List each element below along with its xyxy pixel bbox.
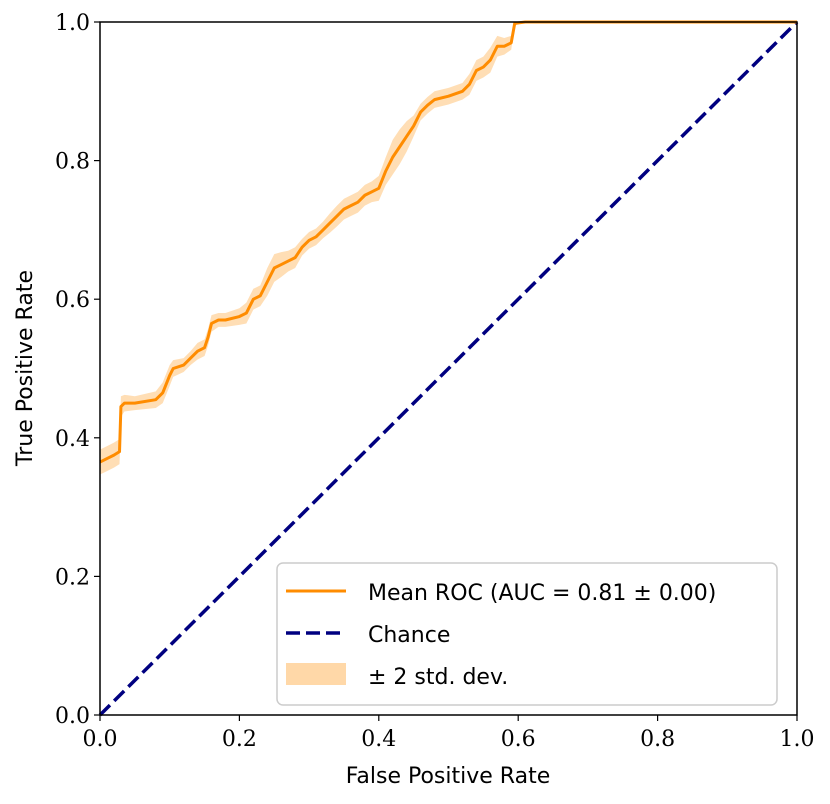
- x-tick-label: 0.4: [361, 727, 396, 752]
- legend-box: [276, 562, 778, 706]
- plot-frame: [99, 21, 798, 716]
- legend-std-label: ± 2 std. dev.: [368, 665, 508, 690]
- legend-std-swatch: [286, 663, 346, 685]
- x-tick-label: 0.6: [501, 727, 536, 752]
- std-dev-band: [100, 22, 797, 475]
- y-tick-label: 0.2: [55, 565, 90, 590]
- legend-chance-label: Chance: [368, 623, 450, 648]
- y-tick-label: 0.6: [55, 288, 90, 313]
- x-tick-label: 0.0: [83, 727, 118, 752]
- chance-line: [98, 20, 799, 717]
- y-tick-label: 1.0: [55, 11, 90, 36]
- legend: Mean ROC (AUC = 0.81 ± 0.00) Chance ± 2 …: [276, 562, 778, 706]
- y-tick-label: 0.4: [55, 427, 90, 452]
- x-axis-label: False Positive Rate: [346, 764, 550, 789]
- x-tick-label: 0.2: [222, 727, 257, 752]
- y-axis-label: True Positive Rate: [13, 270, 38, 467]
- legend-roc-label: Mean ROC (AUC = 0.81 ± 0.00): [368, 581, 716, 606]
- y-tick-label: 0.8: [55, 150, 90, 175]
- mean-roc-line: [99, 20, 797, 464]
- x-tick-label: 1.0: [780, 727, 815, 752]
- y-tick-label: 0.0: [55, 704, 90, 729]
- x-tick-label: 0.8: [640, 727, 675, 752]
